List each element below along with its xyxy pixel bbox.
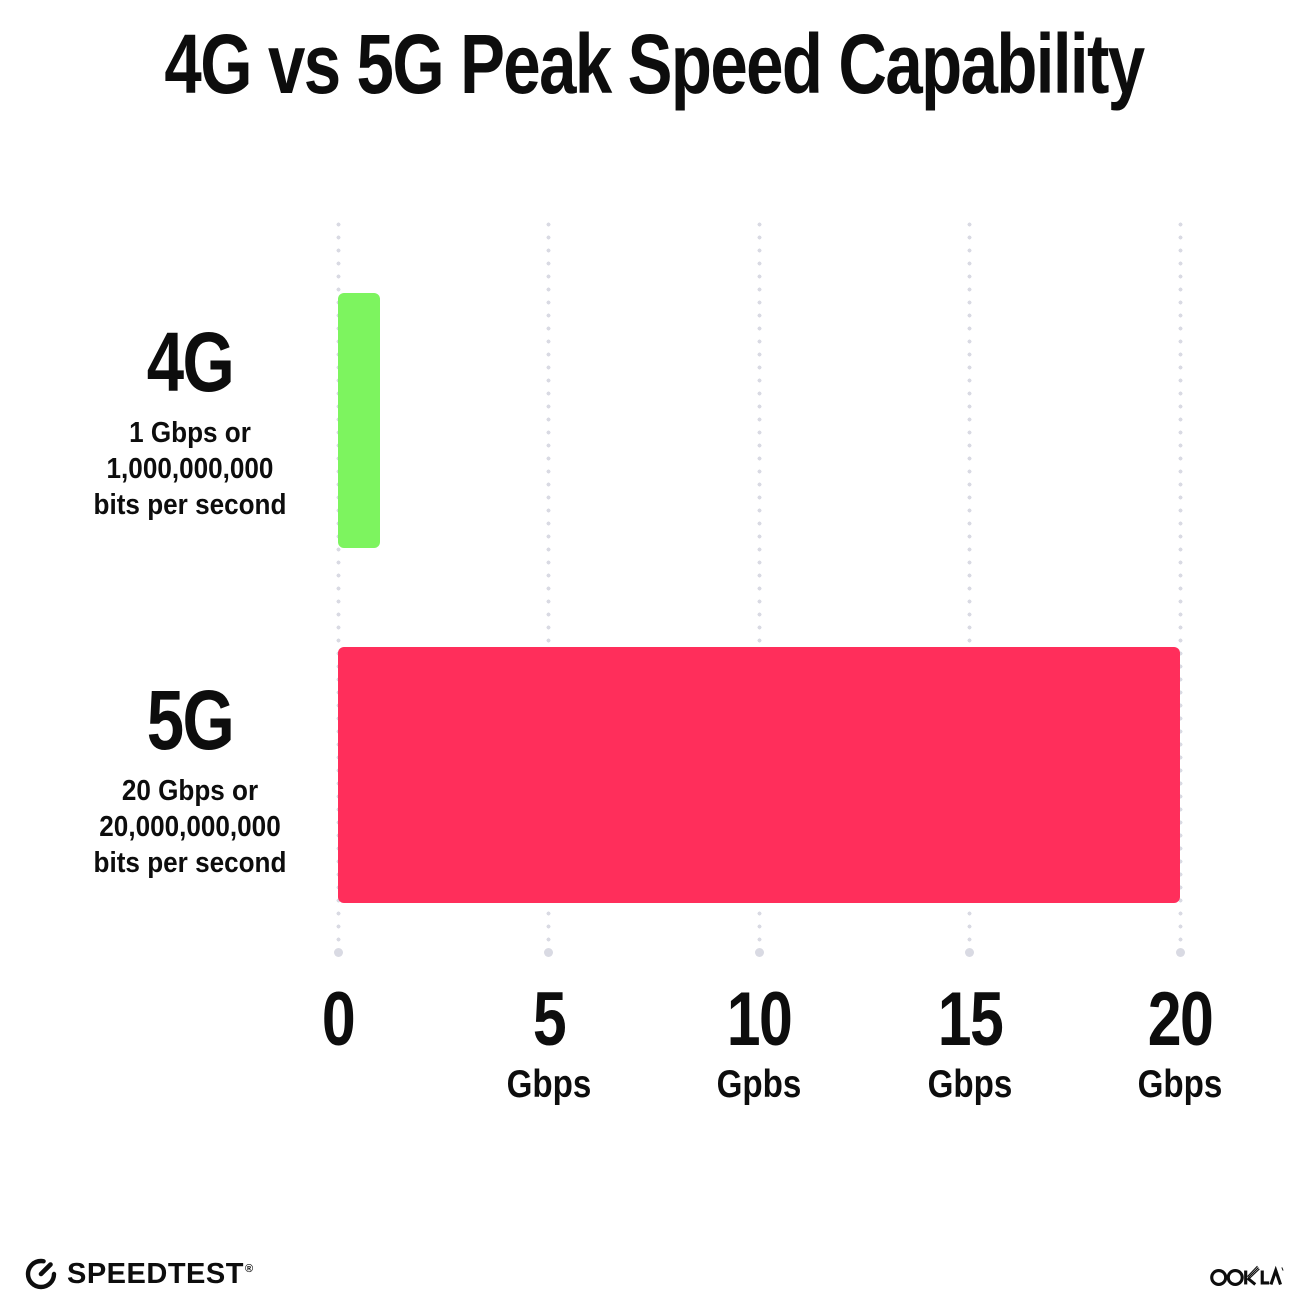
x-tick-10-unit: Gpbs bbox=[716, 1063, 802, 1106]
row-desc-5g: 20 Gbps or 20,000,000,000 bits per secon… bbox=[53, 773, 327, 881]
bar-4g bbox=[338, 293, 381, 548]
row-desc-4g-line1: 1 Gbps or bbox=[129, 417, 251, 449]
row-desc-5g-line1: 20 Gbps or bbox=[121, 775, 259, 807]
speedtest-wordmark: SPEEDTEST® bbox=[67, 1258, 254, 1291]
row-desc-5g-line3: bits per second bbox=[93, 847, 287, 879]
speedtest-trademark: ® bbox=[244, 1262, 254, 1275]
gridline-10 bbox=[754, 222, 764, 957]
speedtest-wordmark-text: SPEEDTEST bbox=[67, 1257, 244, 1290]
x-tick-10: 10 Gpbs bbox=[629, 977, 889, 1106]
ookla-logo bbox=[1210, 1265, 1284, 1287]
x-tick-5-value: 5 bbox=[532, 977, 566, 1062]
gridline-0 bbox=[333, 222, 343, 957]
row-desc-5g-line2: 20,000,000,000 bbox=[99, 811, 281, 843]
x-tick-10-value: 10 bbox=[726, 977, 793, 1062]
x-tick-20: 20 Gbps bbox=[1050, 977, 1308, 1106]
x-tick-15-value: 15 bbox=[937, 977, 1003, 1062]
speedtest-gauge-icon bbox=[25, 1258, 57, 1290]
row-label-4g: 4G 1 Gbps or 1,000,000,000 bits per seco… bbox=[38, 320, 342, 523]
speedtest-logo: SPEEDTEST® bbox=[24, 1257, 254, 1291]
row-desc-4g-line3: bits per second bbox=[93, 489, 287, 521]
gridline-15 bbox=[965, 222, 974, 957]
row-heading-4g: 4G bbox=[146, 315, 235, 409]
x-tick-0: 0 bbox=[208, 982, 468, 1065]
bar-5g bbox=[338, 647, 1180, 903]
x-tick-15-unit: Gbps bbox=[927, 1063, 1012, 1106]
plot-area bbox=[333, 222, 1185, 957]
footer: SPEEDTEST® bbox=[0, 1257, 1308, 1291]
x-tick-5: 5 Gbps bbox=[419, 977, 679, 1106]
gridline-5 bbox=[544, 222, 553, 957]
x-tick-20-value: 20 bbox=[1147, 977, 1214, 1062]
x-tick-5-unit: Gbps bbox=[506, 1063, 591, 1106]
x-tick-15: 15 Gbps bbox=[840, 977, 1100, 1106]
row-desc-4g-line2: 1,000,000,000 bbox=[106, 453, 274, 485]
x-tick-20-unit: Gbps bbox=[1137, 1063, 1223, 1106]
row-label-5g: 5G 20 Gbps or 20,000,000,000 bits per se… bbox=[38, 678, 342, 881]
row-heading-5g: 5G bbox=[146, 673, 235, 767]
chart-title: 4G vs 5G Peak Speed Capability bbox=[164, 17, 1145, 111]
row-desc-4g: 1 Gbps or 1,000,000,000 bits per second bbox=[53, 415, 327, 523]
gridline-20 bbox=[1175, 222, 1185, 957]
x-tick-0-value: 0 bbox=[321, 977, 356, 1062]
